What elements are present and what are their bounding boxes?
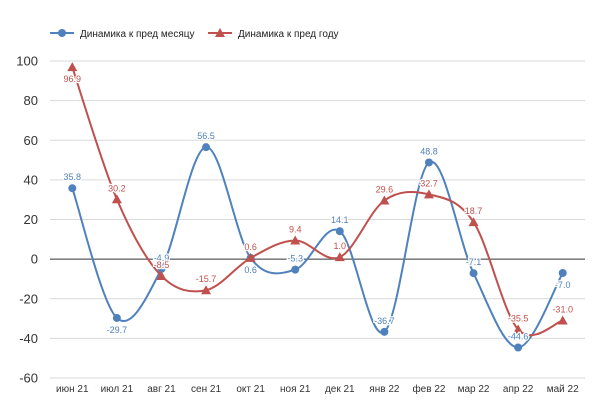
data-label: -7.1 (466, 257, 482, 267)
data-point (111, 194, 122, 204)
y-tick-label: -60 (19, 371, 38, 386)
data-point (379, 195, 390, 205)
legend-marker (58, 29, 66, 37)
x-tick-label: ноя 21 (280, 384, 311, 395)
x-tick-label: сен 21 (191, 384, 221, 395)
data-label: 35.8 (64, 172, 82, 182)
data-point (558, 268, 567, 277)
y-tick-label: 80 (24, 93, 38, 108)
data-label: -8.5 (154, 260, 170, 270)
data-point (245, 252, 256, 262)
data-point (514, 343, 523, 352)
data-label: 32.7 (420, 178, 438, 188)
data-label: -44.6 (508, 331, 529, 341)
data-label: -35.5 (508, 313, 529, 323)
x-tick-label: фев 22 (412, 383, 445, 395)
data-point (424, 158, 433, 167)
x-tick-label: окт 21 (236, 384, 265, 395)
x-tick-label: янв 22 (369, 384, 400, 395)
data-label: -31.0 (552, 305, 573, 315)
y-tick-label: -20 (19, 291, 38, 306)
legend: Динамика к пред месяцу Динамика к пред го… (50, 28, 339, 40)
data-label: -36.7 (374, 316, 395, 326)
data-point (557, 315, 568, 325)
data-point (334, 252, 345, 262)
data-label: 30.2 (108, 183, 126, 193)
data-labels: 35.8 -29.7 -4.9 56.5 0.6 -5.3 14.1 -36.7 48.8 -7.… (62, 73, 574, 343)
series-line (71, 66, 564, 337)
data-point (156, 270, 167, 280)
data-label: 1.0 (334, 241, 347, 251)
data-point (290, 235, 301, 245)
legend-marker (215, 28, 225, 37)
x-tick-label: авг 21 (147, 384, 176, 395)
data-label: -5.3 (287, 254, 303, 264)
series-year (67, 62, 568, 337)
data-label: 48.8 (420, 146, 438, 156)
y-tick-label: 40 (24, 172, 38, 187)
data-point (423, 189, 434, 199)
y-tick-label: 20 (24, 212, 38, 227)
y-tick-label: -40 (19, 331, 38, 346)
x-tick-label: июн 21 (56, 384, 89, 395)
data-label: -29.7 (107, 325, 128, 335)
series-line (71, 146, 564, 349)
data-label: 29.6 (376, 184, 394, 194)
data-point (291, 265, 300, 274)
legend-item: Динамика к пред году (208, 28, 339, 40)
data-label: 0.6 (244, 242, 257, 252)
x-tick-label: апр 22 (503, 384, 534, 395)
series-layer (67, 62, 568, 352)
legend-label: Динамика к пред году (238, 29, 339, 40)
data-label: -15.7 (196, 274, 217, 284)
y-axis: 100 80 60 40 20 0 -20 -40 -60 (16, 54, 38, 386)
data-label: 56.5 (197, 131, 215, 141)
data-point (335, 227, 344, 236)
data-point (157, 264, 166, 273)
y-tick-label: 60 (24, 133, 38, 148)
y-tick-label: 100 (16, 54, 38, 69)
x-tick-label: июл 21 (101, 384, 134, 395)
data-label: 14.1 (331, 215, 349, 225)
x-axis: июн 21 июл 21 авг 21 сен 21 окт 21 ноя 21 дек … (56, 383, 579, 395)
data-label: 18.7 (465, 206, 483, 216)
x-tick-label: май 22 (547, 384, 579, 395)
data-label: 0.6 (244, 265, 257, 275)
data-point (380, 327, 389, 336)
x-tick-label: мар 22 (458, 384, 490, 395)
data-point (68, 184, 77, 193)
data-point (201, 285, 212, 295)
data-point (202, 143, 211, 152)
data-point (112, 313, 121, 322)
data-point (468, 217, 479, 227)
data-label: -7.0 (555, 280, 571, 290)
data-label: 96.9 (64, 74, 82, 84)
data-point (513, 324, 524, 334)
x-tick-label: дек 21 (325, 384, 355, 395)
legend-item: Динамика к пред месяцу (50, 29, 195, 40)
series-month (68, 143, 567, 352)
data-point (469, 269, 478, 278)
data-label: 9.4 (289, 225, 302, 235)
grid (50, 60, 585, 379)
data-point (67, 62, 78, 72)
data-label: -4.9 (154, 253, 170, 263)
y-tick-label: 0 (31, 252, 38, 267)
legend-label: Динамика к пред месяцу (80, 29, 195, 40)
